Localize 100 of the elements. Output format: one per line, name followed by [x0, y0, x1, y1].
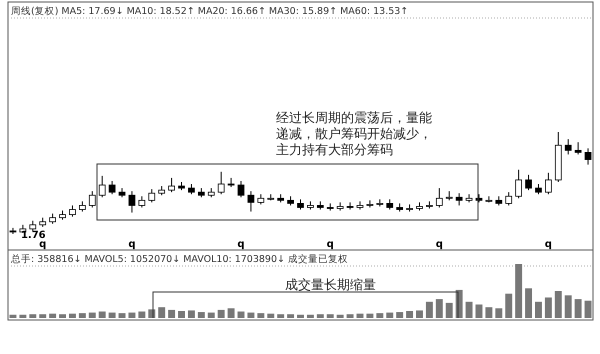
bar: [564, 295, 572, 318]
bar: [515, 264, 522, 318]
candlestick: [78, 200, 86, 212]
bar: [168, 310, 176, 318]
bar: [247, 312, 254, 318]
bar: [336, 314, 344, 318]
candlestick: [535, 184, 542, 195]
bar: [218, 310, 225, 318]
x-tick-label: q: [39, 239, 46, 250]
bar: [267, 314, 274, 318]
bar: [198, 312, 205, 318]
x-tick-label: q: [436, 239, 443, 250]
bar: [574, 299, 582, 318]
bar: [78, 313, 86, 318]
x-tick-label: q: [128, 239, 136, 250]
candlestick: [108, 180, 116, 195]
candlestick: [128, 190, 136, 214]
candlestick: [188, 184, 195, 195]
x-tick-label: q: [237, 239, 245, 250]
bar: [208, 312, 215, 318]
candlestick: [505, 192, 512, 206]
x-tick-label: q: [544, 239, 552, 250]
bar: [228, 308, 235, 318]
bar: [257, 313, 264, 318]
candlestick: [158, 186, 166, 196]
bar: [88, 312, 96, 318]
candlestick: [436, 188, 443, 208]
bar: [366, 314, 374, 318]
bar: [39, 314, 46, 318]
bar: [98, 312, 106, 318]
bar: [29, 314, 36, 318]
bar: [356, 314, 364, 318]
candlestick: [574, 142, 582, 155]
bar: [554, 291, 562, 318]
candlestick: [69, 204, 76, 218]
bar: [446, 302, 453, 318]
bar: [118, 313, 126, 318]
candlestick: [515, 169, 522, 199]
chart-title: 周线(复权) MA5: 17.69↓ MA10: 18.52↑ MA20: 16.66↑ MA30: 15.89↑ MA60: 13.53↑: [11, 5, 408, 17]
bar: [416, 310, 423, 318]
candlestick: [218, 171, 225, 195]
bar: [386, 312, 394, 318]
bar: [326, 314, 334, 318]
candlestick: [168, 177, 175, 193]
bar: [406, 310, 414, 318]
bar: [297, 314, 304, 318]
bar: [138, 312, 146, 318]
bar: [376, 313, 384, 318]
annotation: 1.76: [20, 230, 46, 241]
bar: [68, 314, 76, 318]
annotation: 经过长周期的震荡后，量能递减，散户筹码开始减少，主力持有大部分筹码: [276, 111, 432, 158]
bar: [346, 314, 354, 318]
bar: [306, 314, 314, 318]
candlestick: [525, 174, 532, 191]
bar: [19, 314, 26, 318]
bar: [436, 299, 443, 318]
candlestick: [584, 148, 592, 166]
candlestick: [228, 177, 234, 188]
bar: [238, 312, 244, 318]
bar: [59, 314, 66, 318]
candlestick: [29, 220, 36, 232]
bar: [485, 307, 492, 318]
candlestick: [545, 172, 552, 195]
candlestick: [118, 188, 126, 198]
chart-title: 总手: 358816↓ MAVOL5: 1052070↓ MAVOL10: 1703890↓ 成交量已复权: [10, 253, 348, 265]
bar: [476, 304, 482, 318]
candlestick: [59, 210, 66, 220]
bar: [316, 314, 324, 318]
bar: [525, 288, 532, 318]
bar: [277, 314, 284, 318]
bar: [584, 300, 592, 318]
bar: [188, 310, 195, 318]
bar: [158, 307, 166, 318]
x-tick-label: q: [326, 239, 334, 250]
bar: [9, 314, 16, 318]
candlestick: [297, 198, 304, 210]
candlestick: [148, 188, 156, 203]
candlestick: [238, 180, 244, 198]
bar: [49, 314, 56, 318]
bar: [128, 312, 136, 318]
bar: [544, 297, 552, 318]
bar: [534, 302, 542, 318]
bar: [287, 314, 294, 318]
bar: [108, 312, 116, 318]
bar: [495, 308, 502, 318]
bar: [178, 310, 185, 318]
candlestick: [564, 138, 572, 155]
annotation: 成交量长期缩量: [285, 277, 376, 293]
bar: [396, 312, 404, 318]
bar: [426, 302, 433, 318]
bar: [466, 302, 473, 318]
candlestick: [88, 190, 96, 208]
candlestick: [495, 196, 502, 206]
candlestick: [257, 194, 264, 205]
candlestick: [138, 196, 146, 208]
candlestick: [49, 213, 56, 224]
candlestick: [98, 175, 106, 198]
candlestick: [248, 190, 254, 212]
bar: [505, 294, 512, 318]
candlestick: [287, 196, 294, 206]
